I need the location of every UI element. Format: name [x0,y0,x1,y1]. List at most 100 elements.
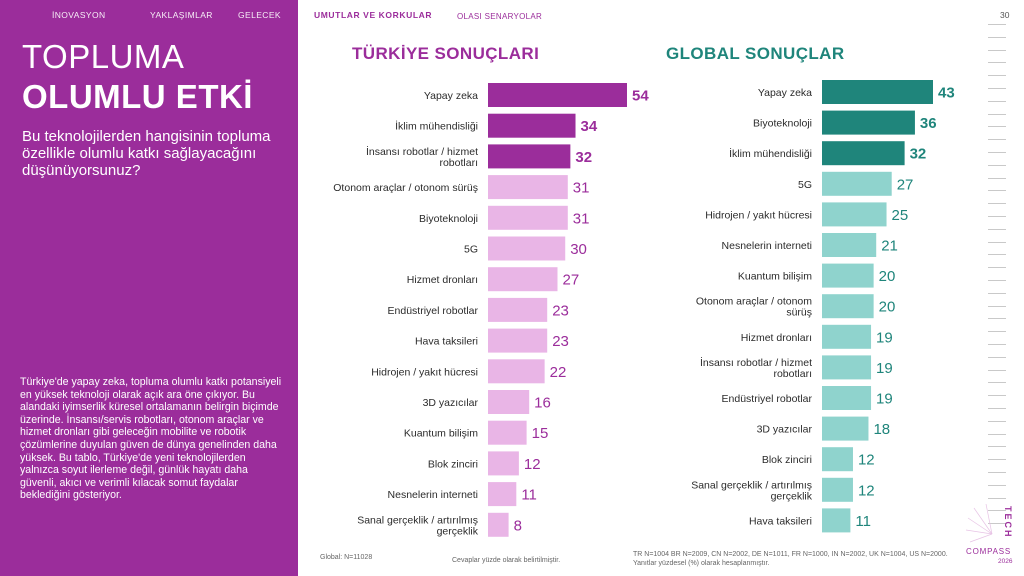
global-bar [822,508,851,533]
global-category-label: Hava taksileri [749,515,812,527]
ruler-tick [988,484,1006,486]
turkey-category-label: Nesnelerin interneti [388,489,478,501]
turkey-value-label: 27 [563,272,580,289]
turkey-bar [488,512,509,537]
turkey-bar-chart: Yapay zeka 54 İklim mühendisliği 34 İnsansı … [333,83,649,537]
brand-compass: COMPASS [966,547,1012,556]
turkey-chart-title: TÜRKİYE SONUÇLARI [352,44,540,63]
turkey-bar [488,328,548,353]
global-value-label: 36 [920,115,937,132]
turkey-category-label: 5G [464,244,478,256]
page-number: 30 [1000,10,1010,20]
global-category-label: Endüstriyel robotlar [722,393,813,405]
global-bar [822,477,853,502]
global-value-label: 12 [858,452,875,469]
ruler-tick [988,203,1006,205]
turkey-value-label: 23 [552,333,569,350]
nav-item-umutlar-ve-korkular[interactable]: UMUTLAR VE KORKULAR [314,10,433,20]
turkey-category-label: Hidrojen / yakıt hücresi [371,366,478,378]
ruler-tick [988,408,1006,409]
global-category-label: 3D yazıcılar [757,424,813,436]
ruler-tick [988,49,1006,51]
survey-question: Bu teknolojilerden hangisinin topluma öz… [22,128,271,179]
global-bar [822,294,874,319]
ruler-tick [988,318,1006,320]
ruler-tick [988,382,1006,384]
turkey-category-label: İklim mühendisliği [395,120,478,133]
ruler-tick [988,139,1006,141]
turkey-bar [488,267,558,292]
global-bar [822,416,869,441]
turkey-bar [488,359,545,384]
turkey-category-label: Sanal gerçeklik / artırılmış gerçeklik [357,514,479,537]
compass-logo-icon [965,504,993,543]
global-bar [822,386,872,410]
turkey-category-label: İnsansı robotlar / hizmet robotları [366,145,478,169]
ruler-tick [988,88,1006,89]
footnote-percent-note: Cevaplar yüzde olarak belirtilmiştir. [452,557,561,564]
ruler-tick [988,241,1006,243]
ruler-tick [988,510,1006,512]
ruler-tick [988,446,1006,448]
global-bar [822,447,853,472]
ruler-tick [988,395,1006,397]
turkey-category-label: Hava taksileri [415,336,478,348]
turkey-value-label: 54 [632,88,649,105]
global-category-label: İnsansı robotlar / hizmet robotları [700,356,812,380]
ruler-tick [988,305,1006,307]
global-value-label: 25 [892,207,909,224]
ruler-tick [988,36,1006,38]
turkey-bar [488,236,566,261]
ruler-tick [988,100,1006,102]
ruler-tick [988,126,1006,128]
turkey-category-label: 3D yazıcılar [423,397,479,409]
global-category-label: Blok zinciri [762,454,812,466]
nav-item-yaklasimlar[interactable]: YAKLAŞIMLAR [150,10,213,20]
turkey-value-label: 34 [581,118,598,135]
global-value-label: 19 [876,360,893,377]
left-panel: İNOVASYON YAKLAŞIMLAR GELECEK TOPLUMA OL… [0,0,298,576]
ruler-tick [988,164,1006,166]
global-bar [822,202,887,227]
global-category-label: Hidrojen / yakıt hücresi [705,209,812,221]
side-ruler-decoration [988,24,1008,544]
global-value-label: 43 [938,85,955,102]
turkey-bar [488,482,517,507]
turkey-category-label: Blok zinciri [428,458,478,470]
global-category-label: Kuantum bilişim [738,271,812,283]
global-bar [822,171,892,196]
global-category-label: Biyoteknoloji [753,118,812,130]
turkey-value-label: 12 [524,456,541,473]
turkey-bar [488,420,527,445]
global-value-label: 20 [879,268,896,285]
ruler-tick [988,433,1006,435]
ruler-tick [988,459,1006,461]
nav-item-gelecek[interactable]: GELECEK [238,10,281,20]
global-bar [822,324,872,349]
brand-year: 2026 [998,558,1013,565]
turkey-value-label: 23 [552,302,569,319]
turkey-value-label: 31 [573,210,590,227]
nav-item-olasi-senaryolar[interactable]: OLASI SENARYOLAR [457,12,543,21]
summary-text: Türkiye'de yapay zeka, topluma olumlu ka… [20,376,282,502]
ruler-tick [988,24,1006,25]
ruler-tick [988,267,1006,269]
ruler-tick [988,152,1006,153]
global-chart-title: GLOBAL SONUÇLAR [666,44,845,63]
global-category-label: İklim mühendisliği [729,147,812,160]
ruler-tick [988,190,1006,192]
turkey-value-label: 32 [575,149,592,166]
page-title-line1: TOPLUMA [22,38,185,75]
turkey-category-label: Endüstriyel robotlar [388,305,479,317]
turkey-bar [488,175,568,200]
ruler-tick [988,369,1006,371]
global-bar-chart: Yapay zeka 43 Biyoteknoloji 36 İklim mühendi… [691,80,955,533]
turkey-category-label: Kuantum bilişim [404,428,478,440]
footnote-global-n: Global: N=11028 [320,554,373,561]
turkey-bar [488,390,530,414]
turkey-value-label: 11 [521,487,537,504]
nav-item-inovasyon[interactable]: İNOVASYON [52,10,106,20]
ruler-tick [988,356,1006,358]
turkey-bar [488,451,519,476]
